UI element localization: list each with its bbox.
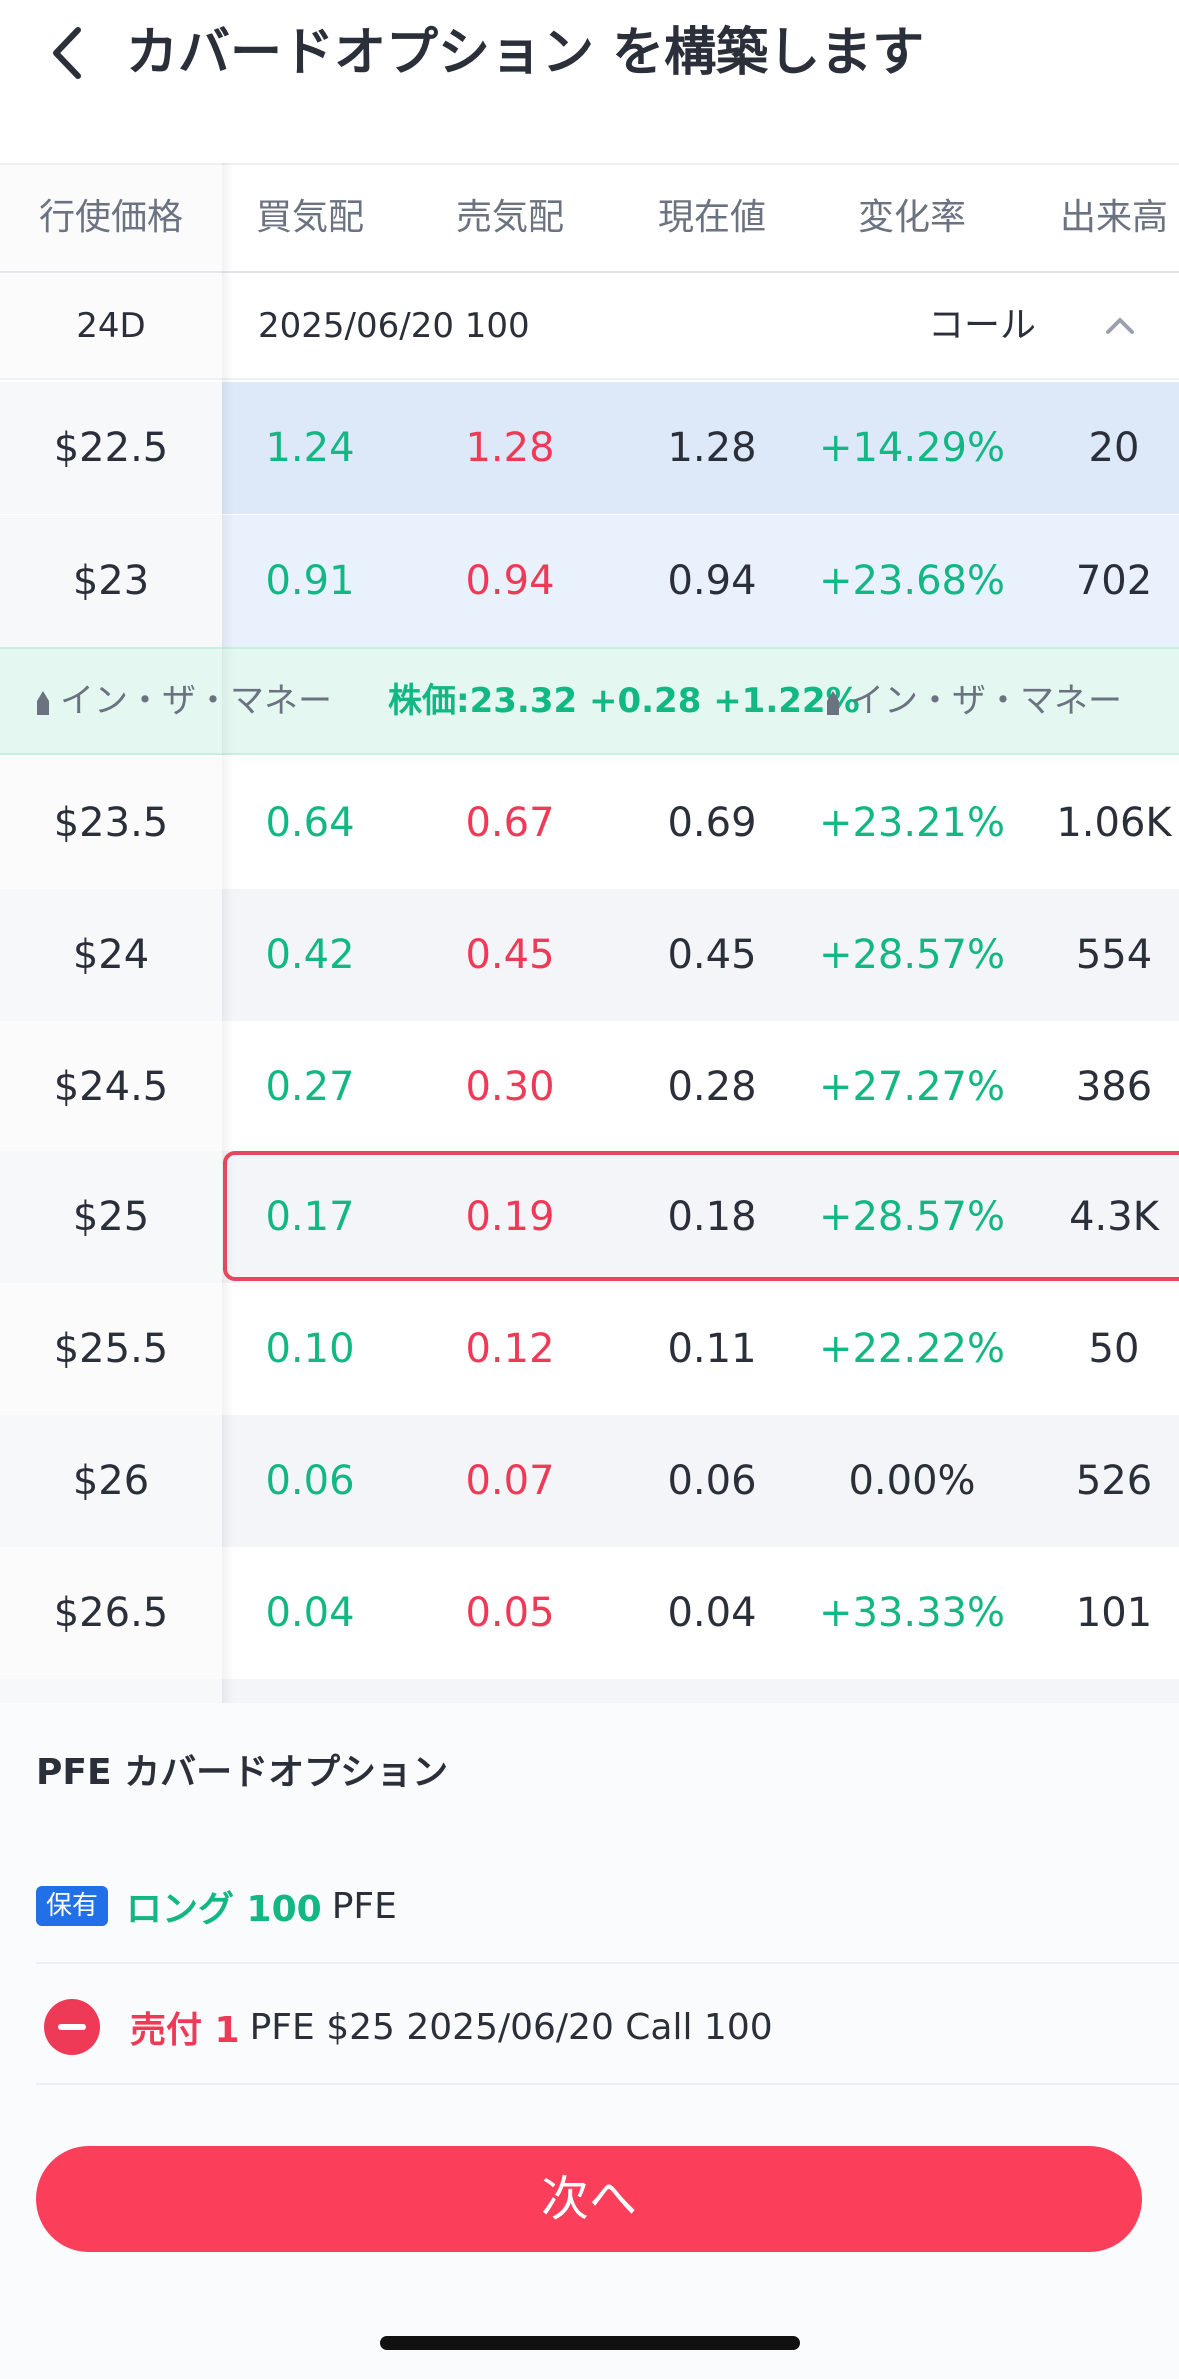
change-rate: +28.57% <box>818 932 1006 978</box>
change-rate: +28.57% <box>818 1194 1006 1240</box>
days-to-expiry: 24D <box>0 274 222 378</box>
remove-leg-icon[interactable] <box>44 1999 100 2055</box>
home-indicator[interactable] <box>380 2336 800 2350</box>
ask-price: 1.28 <box>465 425 555 471</box>
change-rate: +14.29% <box>818 425 1006 471</box>
column-header-strike[interactable]: 行使価格 <box>0 165 222 271</box>
page-title: カバードオプション を構築します <box>126 23 925 83</box>
option-row-selected[interactable]: $25 0.17 0.19 0.18 +28.57% 4.3K <box>0 1151 1179 1283</box>
change-rate: +22.22% <box>818 1326 1006 1372</box>
in-the-money-label: イン・ザ・マネー <box>60 681 332 721</box>
strike-price: $26 <box>0 1415 222 1547</box>
strike-price: $24.5 <box>0 1021 222 1153</box>
last-price: 0.18 <box>667 1194 757 1240</box>
last-price: 0.11 <box>667 1326 757 1372</box>
bid-price: 0.64 <box>265 800 355 846</box>
volume: 4.3K <box>1069 1194 1159 1240</box>
strike-price: $25 <box>0 1151 222 1283</box>
ask-price: 0.19 <box>465 1194 555 1240</box>
ask-price: 0.05 <box>465 1590 555 1636</box>
header: カバードオプション を構築します <box>0 0 1179 140</box>
volume: 50 <box>1088 1326 1140 1372</box>
volume: 702 <box>1075 558 1153 604</box>
long-position-label: ロング 100 <box>126 1889 322 1930</box>
holding-badge: 保有 <box>36 1886 109 1926</box>
bid-price: 0.10 <box>265 1326 355 1372</box>
strike-price: $23.5 <box>0 757 222 889</box>
expiry-date: 2025/06/20 100 <box>258 306 530 346</box>
strategy-panel <box>0 1703 1179 2379</box>
strike-price: $23 <box>0 515 222 647</box>
bid-price: 0.27 <box>265 1064 355 1110</box>
column-header-change[interactable]: 変化率 <box>857 197 966 238</box>
volume: 526 <box>1075 1458 1153 1504</box>
change-rate: +23.21% <box>818 800 1006 846</box>
last-price: 0.06 <box>667 1458 757 1504</box>
strike-price: $25.5 <box>0 1283 222 1415</box>
marker-icon <box>37 691 49 715</box>
change-rate: 0.00% <box>848 1458 976 1504</box>
holding-leg: 保有 ロング 100 PFE <box>36 1880 397 1936</box>
divider <box>36 2083 1179 2085</box>
volume: 554 <box>1075 932 1153 978</box>
bid-price: 0.06 <box>265 1458 355 1504</box>
column-header-volume[interactable]: 出来高 <box>1059 197 1168 238</box>
sell-contract-detail: PFE $25 2025/06/20 Call 100 <box>249 2006 773 2048</box>
option-row[interactable]: $24.5 0.27 0.30 0.28 +27.27% 386 <box>0 1021 1179 1153</box>
column-header-bid[interactable]: 買気配 <box>255 197 364 238</box>
last-price: 0.69 <box>667 800 757 846</box>
ask-price: 0.67 <box>465 800 555 846</box>
marker-icon <box>827 691 839 715</box>
ask-price: 0.12 <box>465 1326 555 1372</box>
expiry-row[interactable]: 24D 2025/06/20 100 コール <box>0 274 1179 380</box>
volume: 386 <box>1075 1064 1153 1110</box>
option-row[interactable]: $26 0.06 0.07 0.06 0.00% 526 <box>0 1415 1179 1547</box>
option-row[interactable]: $23 0.91 0.94 0.94 +23.68% 702 <box>0 515 1179 647</box>
holding-symbol: PFE <box>331 1885 397 1927</box>
ask-price: 0.07 <box>465 1458 555 1504</box>
bid-price: 0.42 <box>265 932 355 978</box>
strategy-title: PFE カバードオプション <box>36 1752 449 1793</box>
chevron-up-icon[interactable] <box>1098 304 1142 348</box>
next-button[interactable]: 次へ <box>36 2146 1142 2252</box>
strike-price: $26.5 <box>0 1547 222 1679</box>
volume: 20 <box>1088 425 1140 471</box>
change-rate: +33.33% <box>818 1590 1006 1636</box>
last-price: 0.04 <box>667 1590 757 1636</box>
change-rate: +27.27% <box>818 1064 1006 1110</box>
option-row-partial <box>0 1679 1179 1703</box>
sell-label: 売付 1 <box>130 2010 240 2051</box>
ask-price: 0.30 <box>465 1064 555 1110</box>
strike-price: $24 <box>0 889 222 1021</box>
ask-price: 0.45 <box>465 932 555 978</box>
volume: 1.06K <box>1056 800 1172 846</box>
column-header-row: 行使価格 買気配 売気配 現在値 変化率 出来高 <box>0 163 1179 273</box>
money-divider: イン・ザ・マネー 株価:23.32 +0.28 +1.22% イン・ザ・マネー <box>0 647 1179 755</box>
stock-price: 株価:23.32 +0.28 +1.22% <box>388 681 860 721</box>
option-row[interactable]: $25.5 0.10 0.12 0.11 +22.22% 50 <box>0 1283 1179 1415</box>
bid-price: 0.17 <box>265 1194 355 1240</box>
last-price: 0.28 <box>667 1064 757 1110</box>
change-rate: +23.68% <box>818 558 1006 604</box>
back-arrow-icon[interactable] <box>40 18 100 88</box>
sell-leg: 売付 1 PFE $25 2025/06/20 Call 100 <box>44 1999 773 2059</box>
last-price: 1.28 <box>667 425 757 471</box>
bid-price: 0.04 <box>265 1590 355 1636</box>
option-row[interactable]: $24 0.42 0.45 0.45 +28.57% 554 <box>0 889 1179 1021</box>
volume: 101 <box>1075 1590 1153 1636</box>
last-price: 0.94 <box>667 558 757 604</box>
last-price: 0.45 <box>667 932 757 978</box>
option-row[interactable]: $26.5 0.04 0.05 0.04 +33.33% 101 <box>0 1547 1179 1679</box>
in-the-money-label: イン・ザ・マネー <box>850 681 1122 721</box>
divider <box>36 1962 1179 1964</box>
option-row[interactable]: $23.5 0.64 0.67 0.69 +23.21% 1.06K <box>0 757 1179 889</box>
bid-price: 1.24 <box>265 425 355 471</box>
column-header-last[interactable]: 現在値 <box>657 197 766 238</box>
strike-price: $22.5 <box>0 382 222 514</box>
column-header-ask[interactable]: 売気配 <box>455 197 564 238</box>
option-row[interactable]: $22.5 1.24 1.28 1.28 +14.29% 20 <box>0 382 1179 514</box>
ask-price: 0.94 <box>465 558 555 604</box>
option-type: コール <box>928 305 1037 346</box>
bid-price: 0.91 <box>265 558 355 604</box>
